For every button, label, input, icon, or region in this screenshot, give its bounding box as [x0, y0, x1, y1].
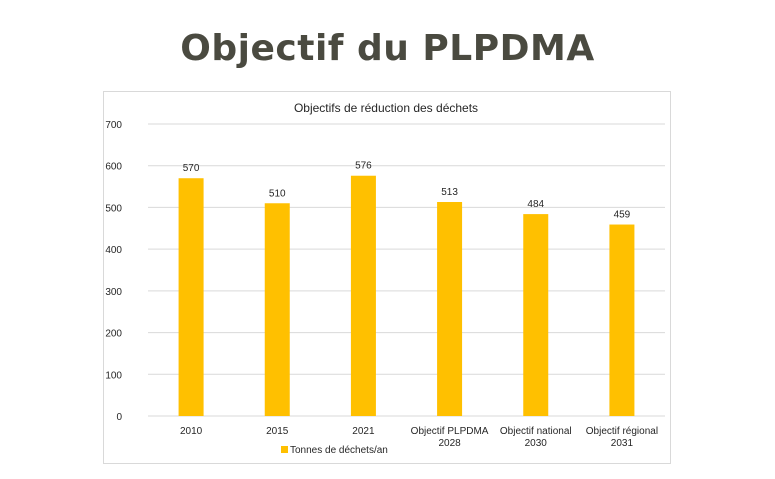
- legend-swatch: [281, 446, 288, 453]
- slide-title: Objectif du PLPDMA: [180, 28, 595, 69]
- x-tick-label: 2010: [180, 426, 203, 437]
- data-label: 510: [269, 188, 286, 199]
- y-axis-ticks: 0 100 200 300 400 500 600 700: [105, 120, 122, 423]
- bar: [350, 175, 376, 416]
- data-label: 576: [355, 161, 372, 172]
- y-tick-label: 500: [105, 203, 122, 214]
- legend: Tonnes de déchets/an: [281, 445, 388, 456]
- bar: [264, 203, 290, 416]
- data-label: 459: [614, 210, 631, 221]
- x-tick-label: Objectif national: [500, 426, 572, 437]
- x-tick-label: Objectif régional: [586, 426, 658, 437]
- x-tick-label: 2030: [525, 438, 548, 449]
- x-tick-label: 2015: [266, 426, 289, 437]
- bar: [523, 214, 549, 416]
- y-tick-label: 400: [105, 245, 122, 256]
- data-label: 484: [527, 199, 544, 210]
- y-tick-label: 300: [105, 287, 122, 298]
- x-tick-label: 2031: [611, 438, 634, 449]
- x-tick-label: Objectif PLPDMA: [411, 426, 489, 437]
- x-tick-label: 2021: [352, 426, 375, 437]
- bar: [609, 224, 635, 416]
- chart-title: Objectifs de réduction des déchets: [294, 101, 478, 115]
- bar: [178, 178, 204, 416]
- y-tick-label: 100: [105, 370, 122, 381]
- bar: [437, 202, 463, 416]
- data-label: 513: [441, 187, 458, 198]
- gridlines: [148, 123, 665, 417]
- data-labels: 570 510 576 513 484 459: [183, 161, 631, 221]
- y-tick-label: 0: [116, 412, 122, 423]
- legend-label: Tonnes de déchets/an: [290, 445, 388, 456]
- data-label: 570: [183, 163, 200, 174]
- y-tick-label: 200: [105, 329, 122, 340]
- y-tick-label: 700: [105, 120, 122, 131]
- bars: [178, 175, 635, 416]
- y-tick-label: 600: [105, 162, 122, 173]
- x-tick-label: 2028: [438, 438, 461, 449]
